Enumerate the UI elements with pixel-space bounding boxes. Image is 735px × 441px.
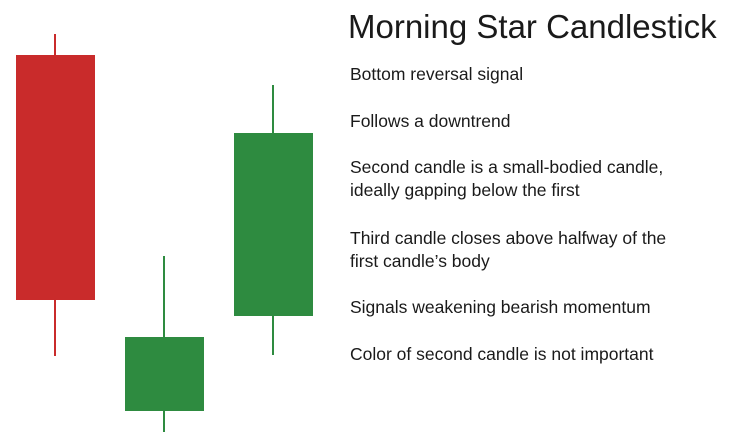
- candle-3-body: [234, 133, 313, 316]
- point-line: Follows a downtrend: [350, 111, 511, 131]
- point-line: Signals weakening bearish momentum: [350, 297, 651, 317]
- point-line: Bottom reversal signal: [350, 64, 524, 84]
- point-2: Follows a downtrend: [350, 110, 511, 133]
- candle-2-body: [125, 337, 204, 411]
- point-5: Signals weakening bearish momentum: [350, 296, 651, 319]
- point-line: Second candle is a small-bodied candle,: [350, 157, 664, 177]
- point-6: Color of second candle is not important: [350, 343, 654, 366]
- point-line: first candle’s body: [350, 251, 490, 271]
- candle-1-body: [16, 55, 95, 300]
- point-4: Third candle closes above halfway of the…: [350, 227, 666, 273]
- point-3: Second candle is a small-bodied candle, i…: [350, 156, 663, 202]
- point-line: Third candle closes above halfway of the: [350, 228, 667, 248]
- point-line: ideally gapping below the first: [350, 180, 580, 200]
- point-1: Bottom reversal signal: [350, 63, 523, 86]
- diagram-title: Morning Star Candlestick: [348, 8, 717, 45]
- point-line: Color of second candle is not important: [350, 344, 654, 364]
